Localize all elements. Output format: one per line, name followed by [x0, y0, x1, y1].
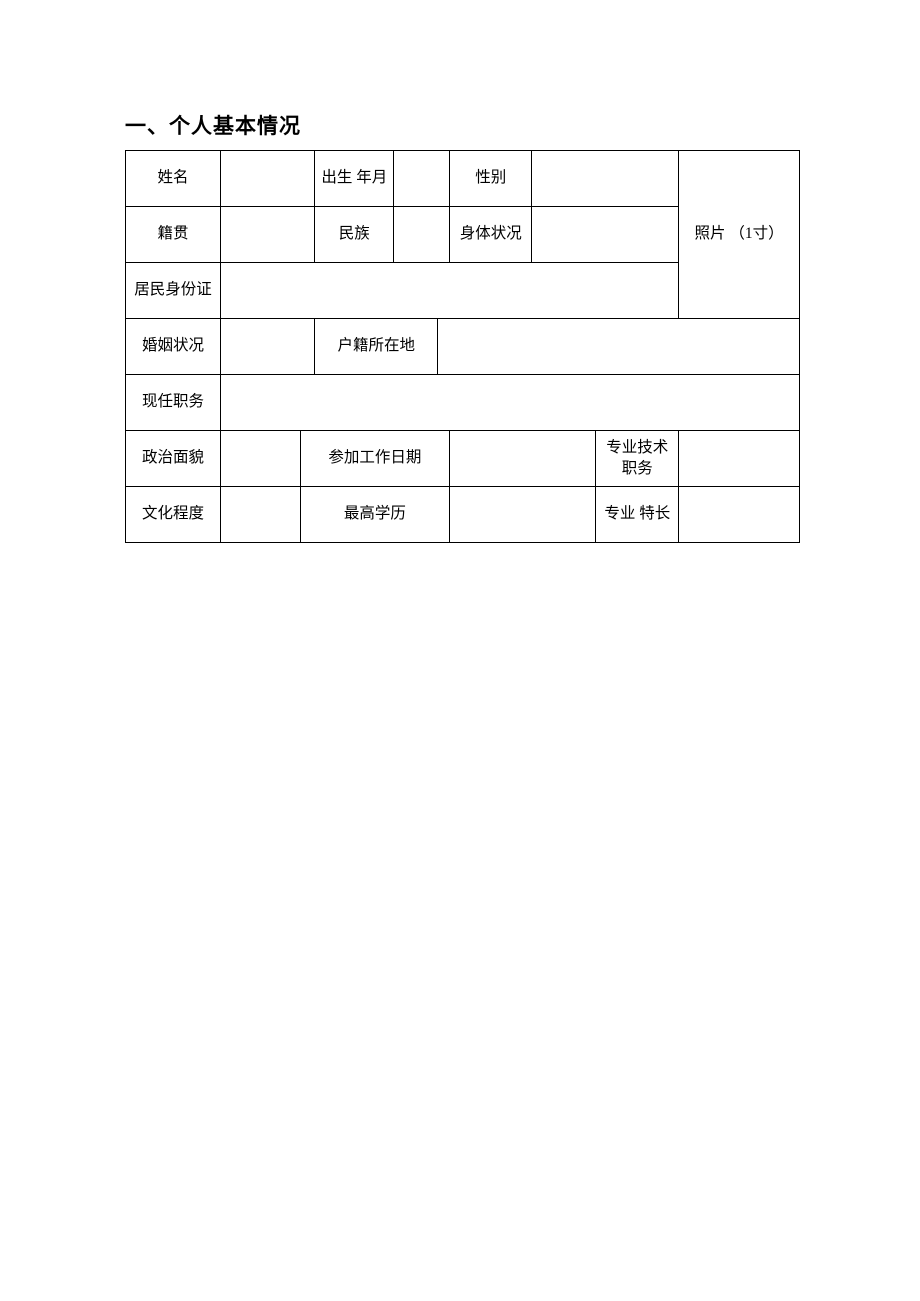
table-row: 现任职务 [126, 375, 800, 431]
label-native-place: 籍贯 [126, 207, 221, 263]
table-row: 文化程度 最高学历 专业 特长 [126, 487, 800, 543]
value-highest-degree [450, 487, 596, 543]
value-position [221, 375, 800, 431]
value-education [221, 487, 301, 543]
label-birth: 出生 年月 [315, 151, 394, 207]
label-residence: 户籍所在地 [315, 319, 438, 375]
label-work-date: 参加工作日期 [300, 431, 450, 487]
value-birth [394, 151, 450, 207]
label-education: 文化程度 [126, 487, 221, 543]
value-gender [532, 151, 679, 207]
document-container: 一、个人基本情况 姓名 出生 年月 性别 [0, 0, 920, 543]
value-marital [221, 319, 315, 375]
value-ethnicity [394, 207, 450, 263]
label-marital: 婚姻状况 [126, 319, 221, 375]
label-position: 现任职务 [126, 375, 221, 431]
section-title: 一、个人基本情况 [125, 110, 800, 140]
value-political [221, 431, 301, 487]
label-ethnicity: 民族 [315, 207, 394, 263]
value-health [532, 207, 679, 263]
value-native-place [221, 207, 315, 263]
value-residence [438, 319, 800, 375]
label-highest-degree: 最高学历 [300, 487, 450, 543]
label-tech-title: 专业技术职务 [596, 431, 679, 487]
label-health: 身体状况 [450, 207, 532, 263]
label-name: 姓名 [126, 151, 221, 207]
label-political: 政治面貌 [126, 431, 221, 487]
value-specialty [679, 487, 800, 543]
table-row: 姓名 出生 年月 性别 照片 （1寸） [126, 151, 800, 207]
value-name [221, 151, 315, 207]
table-row: 婚姻状况 户籍所在地 [126, 319, 800, 375]
label-specialty: 专业 特长 [596, 487, 679, 543]
label-gender: 性别 [450, 151, 532, 207]
label-id-card: 居民身份证 [126, 263, 221, 319]
value-id-card [221, 263, 679, 319]
value-tech-title [679, 431, 800, 487]
table-row: 政治面貌 参加工作日期 专业技术职务 [126, 431, 800, 487]
personal-info-table: 姓名 出生 年月 性别 照片 （1寸） 籍贯 民族 身体状况 居民身份证 [125, 150, 800, 543]
photo-placeholder: 照片 （1寸） [679, 151, 800, 319]
value-work-date [450, 431, 596, 487]
